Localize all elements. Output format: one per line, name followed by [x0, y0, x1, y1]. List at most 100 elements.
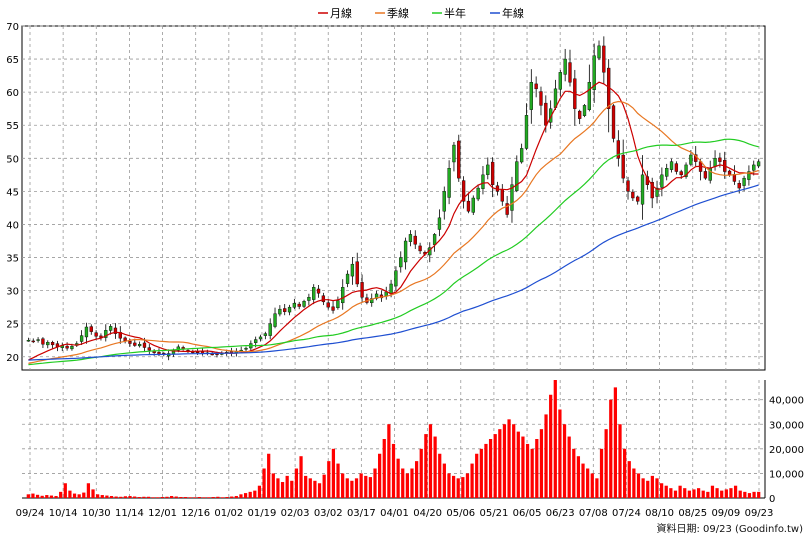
- candle-up: [394, 270, 398, 287]
- volume-bar: [604, 429, 608, 498]
- candle-up: [486, 164, 490, 175]
- candle-up: [389, 283, 393, 295]
- volume-bar: [493, 434, 497, 498]
- candle-up: [399, 257, 403, 268]
- candle-up: [587, 82, 591, 110]
- ma-monthly-line: [28, 81, 759, 361]
- price-y-tick-label: 40: [6, 220, 19, 231]
- volume-bar: [419, 448, 423, 498]
- volume-bar: [720, 490, 724, 498]
- volume-y-tick-label: 30,000: [769, 420, 804, 431]
- candle-up: [684, 164, 688, 177]
- volume-bar: [655, 478, 659, 498]
- x-tick-label: 11/14: [115, 508, 144, 519]
- price-y-tick-label: 60: [6, 88, 19, 99]
- candle-up: [742, 177, 746, 186]
- volume-bar: [488, 439, 493, 498]
- x-tick-label: 02/03: [281, 508, 310, 519]
- candle-up: [403, 240, 408, 263]
- volume-bar: [243, 493, 248, 498]
- volume-bar: [599, 448, 604, 498]
- volume-bar: [641, 478, 645, 498]
- volume-bar: [54, 496, 58, 498]
- candle-down: [94, 332, 98, 337]
- volume-bar: [433, 436, 437, 498]
- volume-bar: [128, 496, 132, 498]
- volume-bar: [331, 448, 336, 498]
- candle-down: [157, 352, 161, 355]
- candle-up: [747, 171, 751, 180]
- volume-bar: [410, 468, 414, 498]
- x-tick-label: 07/08: [579, 508, 608, 519]
- volume-bar: [544, 414, 548, 498]
- candle-down: [621, 154, 625, 179]
- candle-up: [432, 234, 437, 245]
- x-tick-label: 12/01: [148, 508, 177, 519]
- volume-bar: [627, 461, 631, 498]
- volume-bar: [253, 490, 257, 498]
- volume-bar: [669, 488, 673, 498]
- candle-up: [341, 287, 345, 304]
- volume-bar: [86, 483, 91, 498]
- candle-up: [176, 346, 180, 351]
- volume-bar: [202, 497, 206, 498]
- volume-bar: [396, 458, 400, 498]
- volume-bar: [364, 475, 368, 498]
- candle-up: [437, 217, 442, 230]
- volume-bar: [114, 496, 118, 498]
- candle-up: [79, 335, 84, 342]
- volume-bar: [160, 497, 164, 498]
- volume-bar: [220, 497, 225, 498]
- volume-bar: [82, 492, 86, 498]
- volume-bar: [174, 496, 178, 498]
- volume-bar: [512, 424, 516, 498]
- volume-bar: [45, 495, 49, 498]
- candle-down: [418, 245, 422, 252]
- volume-bar: [133, 496, 137, 498]
- volume-bar: [123, 496, 128, 498]
- volume-bar: [530, 448, 534, 498]
- volume-bar: [521, 436, 525, 498]
- volume-bar: [428, 424, 433, 498]
- candle-down: [466, 200, 471, 212]
- volume-bar: [327, 461, 331, 498]
- volume-bar: [535, 439, 539, 498]
- candle-down: [457, 140, 461, 179]
- volume-y-tick-label: 20,000: [769, 445, 804, 456]
- candle-up: [660, 174, 664, 188]
- candle-up: [655, 187, 659, 197]
- candle-down: [703, 171, 708, 179]
- volume-bar: [257, 485, 262, 498]
- volume-bar: [442, 463, 446, 498]
- volume-bar: [271, 473, 275, 498]
- candle-up: [582, 105, 587, 116]
- volume-bar: [290, 480, 294, 498]
- volume-bar: [368, 477, 373, 498]
- candle-up: [287, 306, 292, 313]
- candle-down: [539, 91, 543, 106]
- candle-up: [302, 301, 306, 307]
- x-tick-label: 09/09: [711, 508, 740, 519]
- volume-bar: [68, 490, 72, 498]
- candle-down: [331, 306, 335, 311]
- volume-bar: [234, 496, 238, 498]
- volume-bar: [262, 468, 266, 498]
- candle-down: [297, 303, 301, 307]
- volume-bar: [539, 429, 544, 498]
- candle-down: [321, 295, 326, 303]
- x-tick-label: 04/20: [413, 508, 442, 519]
- price-y-tick-label: 70: [6, 22, 19, 33]
- volume-bar: [525, 443, 530, 498]
- volume-bar: [595, 478, 599, 498]
- volume-bar: [701, 490, 705, 498]
- candle-up: [268, 323, 272, 336]
- candle-down: [89, 326, 93, 332]
- volume-bar: [586, 468, 590, 498]
- volume-bar: [424, 434, 428, 498]
- volume-bar: [322, 474, 326, 498]
- volume-bar: [475, 453, 479, 498]
- candle-down: [215, 353, 219, 356]
- candle-up: [345, 273, 350, 284]
- candle-down: [461, 180, 466, 202]
- x-tick-label: 10/14: [49, 508, 78, 519]
